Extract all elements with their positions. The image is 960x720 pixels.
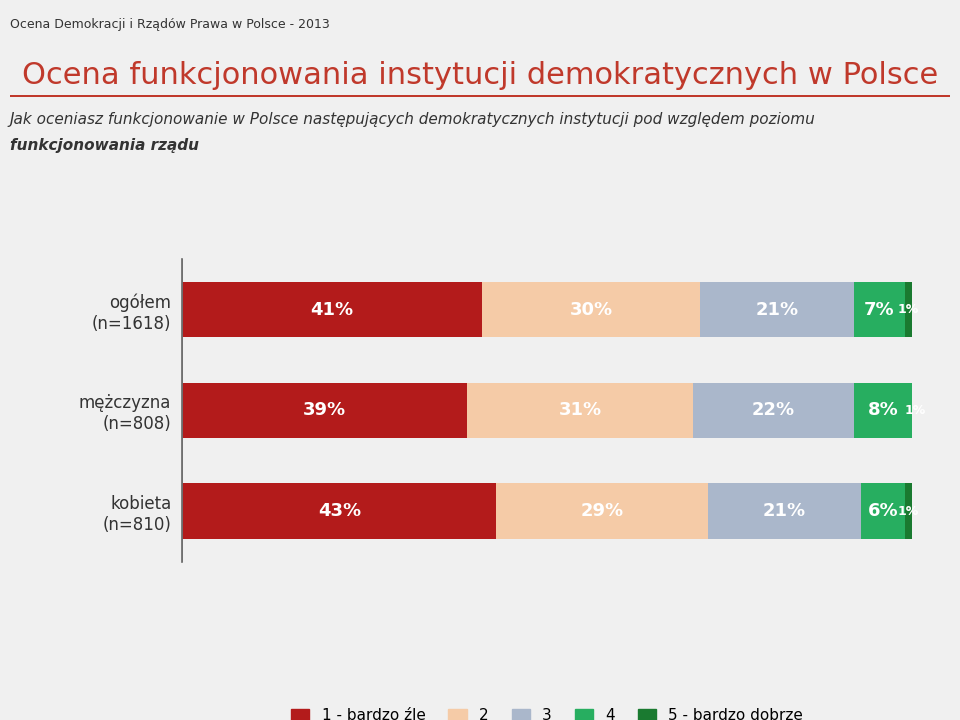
- Bar: [904, 484, 912, 539]
- Bar: [182, 383, 467, 438]
- Text: 21%: 21%: [763, 503, 805, 520]
- Text: 6%: 6%: [868, 503, 899, 520]
- Text: Jak oceniasz funkcjonowanie w Polsce następujących demokratycznych instytucji po: Jak oceniasz funkcjonowanie w Polsce nas…: [10, 112, 820, 127]
- Text: 1%: 1%: [898, 505, 919, 518]
- Text: funkcjonowania rządu: funkcjonowania rządu: [10, 138, 199, 153]
- Text: 29%: 29%: [581, 503, 623, 520]
- Text: 43%: 43%: [318, 503, 361, 520]
- Text: 7%: 7%: [864, 301, 895, 318]
- Bar: [912, 383, 920, 438]
- Bar: [853, 383, 912, 438]
- Text: 22%: 22%: [752, 401, 795, 419]
- Text: Ocena funkcjonowania instytucji demokratycznych w Polsce: Ocena funkcjonowania instytucji demokrat…: [22, 61, 938, 90]
- Bar: [701, 282, 853, 337]
- Text: 41%: 41%: [310, 301, 353, 318]
- Text: 39%: 39%: [303, 401, 347, 419]
- Text: 21%: 21%: [756, 301, 799, 318]
- Bar: [861, 484, 904, 539]
- Legend: 1 - bardzo źle, 2, 3, 4, 5 - bardzo dobrze: 1 - bardzo źle, 2, 3, 4, 5 - bardzo dobr…: [285, 702, 809, 720]
- Bar: [708, 484, 861, 539]
- Bar: [467, 383, 693, 438]
- Bar: [482, 282, 701, 337]
- Bar: [904, 282, 912, 337]
- Text: 31%: 31%: [559, 401, 602, 419]
- Text: 8%: 8%: [868, 401, 899, 419]
- Text: Ocena Demokracji i Rządów Prawa w Polsce - 2013: Ocena Demokracji i Rządów Prawa w Polsce…: [10, 18, 329, 31]
- Bar: [182, 282, 482, 337]
- Text: 30%: 30%: [569, 301, 612, 318]
- Bar: [496, 484, 708, 539]
- Text: 1%: 1%: [905, 404, 926, 417]
- Bar: [693, 383, 853, 438]
- Bar: [182, 484, 496, 539]
- Text: 1%: 1%: [898, 303, 919, 316]
- Bar: [853, 282, 904, 337]
